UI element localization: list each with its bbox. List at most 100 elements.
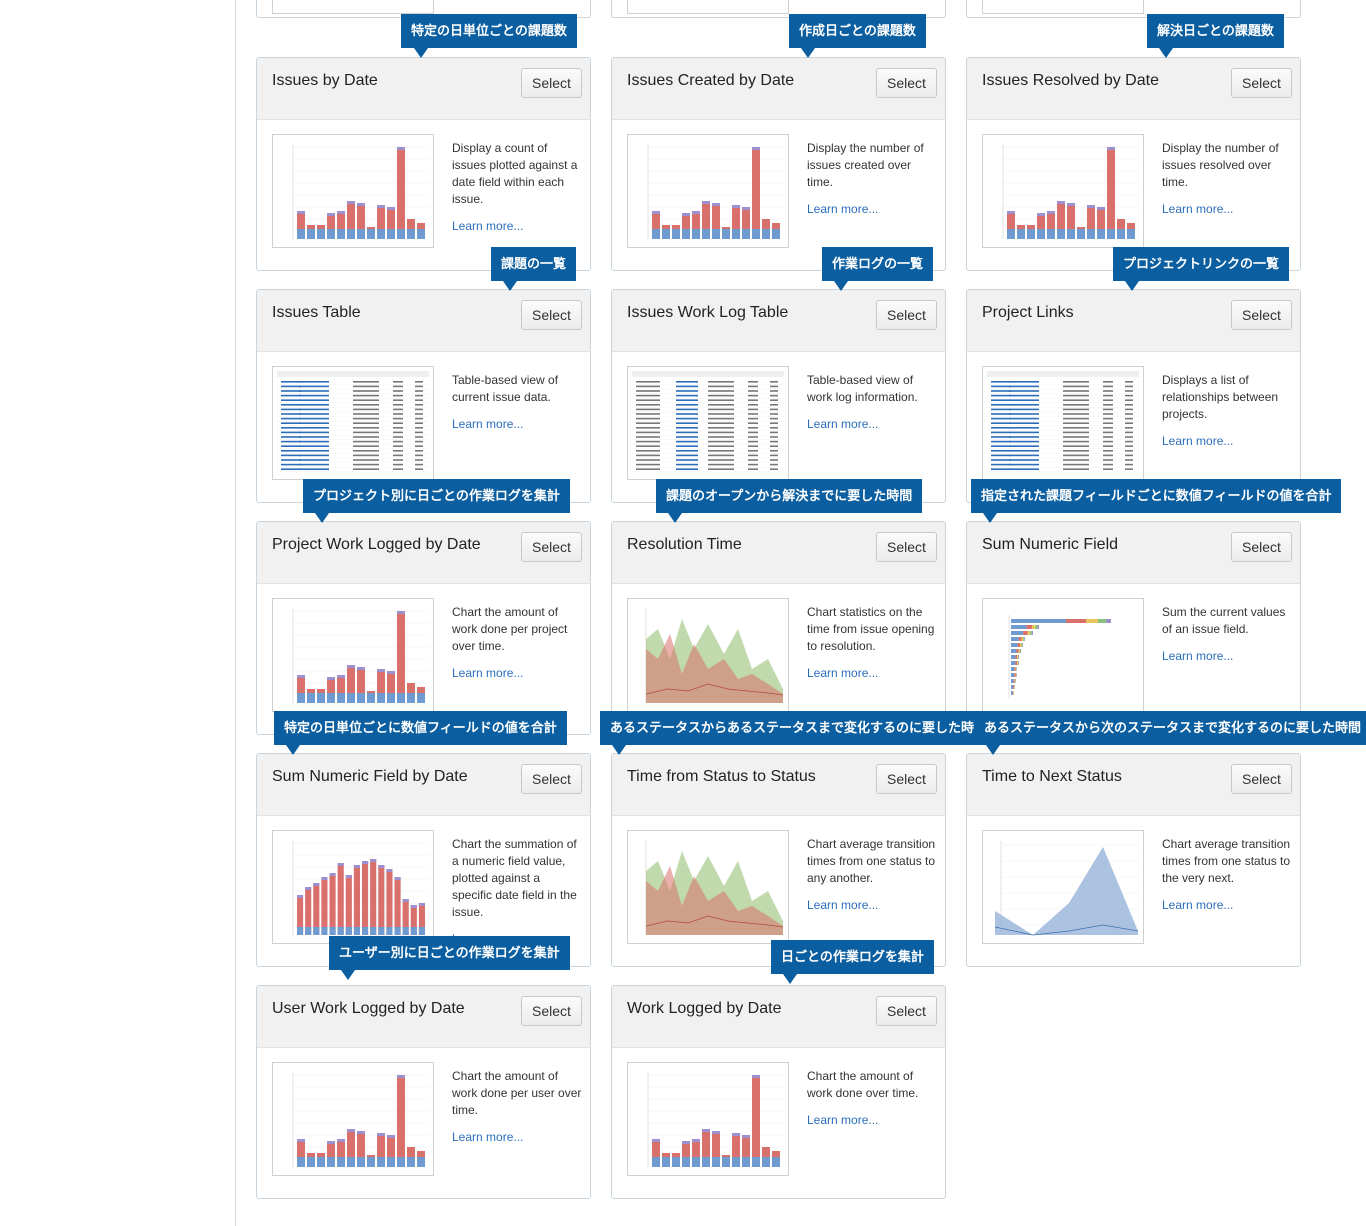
- select-button[interactable]: Select: [876, 764, 937, 794]
- gadget-preview-image: [272, 830, 434, 944]
- card-header: Time to Next Status Select: [967, 754, 1300, 816]
- learn-more-link[interactable]: Learn more...: [452, 1130, 524, 1144]
- card-description: Chart the amount of work done per user o…: [452, 1069, 582, 1117]
- gadget-preview-image: [272, 134, 434, 248]
- japanese-callout: あるステータスからあるステータスまで変化するのに要した時間: [600, 711, 998, 745]
- select-button[interactable]: Select: [876, 300, 937, 330]
- learn-more-link[interactable]: Learn more...: [807, 898, 879, 912]
- select-button[interactable]: Select: [876, 68, 937, 98]
- thumb-bar: [337, 211, 345, 239]
- learn-more-link[interactable]: Learn more...: [452, 219, 524, 233]
- thumbnail-chart: [1008, 615, 1111, 699]
- card-title: Issues Table: [272, 304, 361, 321]
- thumb-bar: [347, 201, 355, 239]
- card-body: Table-based view of work log information…: [612, 352, 945, 502]
- japanese-callout: あるステータスから次のステータスまで変化するのに要した時間: [974, 711, 1366, 745]
- select-button[interactable]: Select: [876, 996, 937, 1026]
- japanese-callout: 課題の一覧: [491, 247, 577, 281]
- thumbnail-chart: [647, 145, 783, 239]
- learn-more-link[interactable]: Learn more...: [1162, 202, 1234, 216]
- card-description-block: Chart average transition times from one …: [1162, 836, 1292, 914]
- card-header: Issues Resolved by Date Select: [967, 58, 1300, 120]
- japanese-callout: 解決日ごとの課題数: [1147, 14, 1284, 48]
- gadget-card: Sum Numeric Field by Date Select Chart the…: [256, 753, 591, 967]
- left-divider: [235, 0, 236, 1226]
- select-button[interactable]: Select: [1231, 68, 1292, 98]
- callout-pointer: [1159, 48, 1173, 58]
- thumbnail-chart: [292, 609, 428, 703]
- thumb-bar: [1087, 205, 1095, 239]
- card-title: Resolution Time: [627, 536, 742, 553]
- learn-more-link[interactable]: Learn more...: [1162, 434, 1234, 448]
- gadget-preview-image: [982, 134, 1144, 248]
- card-title: Project Links: [982, 304, 1074, 321]
- card-title: Work Logged by Date: [627, 1000, 782, 1017]
- card-description: Displays a list of relationships between…: [1162, 373, 1279, 421]
- select-button[interactable]: Select: [876, 532, 937, 562]
- thumb-bar: [337, 675, 345, 703]
- card-header: Issues Table Select: [257, 290, 590, 352]
- card-header: Project Work Logged by Date Select: [257, 522, 590, 584]
- thumbnail-chart: [645, 609, 784, 703]
- gadget-card: Issues Table Select Table-based view of cu…: [256, 289, 591, 503]
- card-header: Time from Status to Status Select: [612, 754, 945, 816]
- select-button[interactable]: Select: [1231, 300, 1292, 330]
- card-body: Chart the amount of work done per user o…: [257, 1048, 590, 1198]
- thumbnail-chart: [994, 841, 1139, 936]
- card-description-block: Table-based view of work log information…: [807, 372, 937, 433]
- thumb-bar: [327, 677, 335, 703]
- thumb-bar: [377, 205, 385, 239]
- thumbnail-chart: [647, 1073, 783, 1167]
- select-button[interactable]: Select: [521, 996, 582, 1026]
- select-button[interactable]: Select: [1231, 532, 1292, 562]
- learn-more-link[interactable]: Learn more...: [807, 1113, 879, 1127]
- card-description: Sum the current values of an issue field…: [1162, 605, 1286, 636]
- gadget-card: Project Links Select Displays a list of re…: [966, 289, 1301, 503]
- card-title: Sum Numeric Field: [982, 536, 1119, 553]
- thumb-bar: [387, 1135, 395, 1167]
- card-description: Chart average transition times from one …: [1162, 837, 1291, 885]
- thumb-bar: [297, 211, 305, 239]
- select-button[interactable]: Select: [521, 764, 582, 794]
- card-description-block: Sum the current values of an issue field…: [1162, 604, 1292, 665]
- card-header: Sum Numeric Field by Date Select: [257, 754, 590, 816]
- japanese-callout: 課題のオープンから解決までに要した時間: [656, 479, 923, 513]
- gadget-preview-image: [982, 366, 1144, 480]
- thumbnail-chart: [292, 145, 428, 239]
- card-description-block: Chart statistics on the time from issue …: [807, 604, 937, 682]
- thumb-bar: [387, 671, 395, 703]
- select-button[interactable]: Select: [521, 68, 582, 98]
- gadget-card: Time from Status to Status Select Chart av…: [611, 753, 946, 967]
- thumb-bar: [362, 861, 369, 935]
- learn-more-link[interactable]: Learn more...: [807, 417, 879, 431]
- callout-pointer: [668, 513, 682, 523]
- card-description: Chart the summation of a numeric field v…: [452, 837, 577, 919]
- card-body: Chart the amount of work done per projec…: [257, 584, 590, 734]
- card-title: Project Work Logged by Date: [272, 536, 481, 553]
- thumb-bar: [1067, 203, 1075, 239]
- thumb-bar: [357, 1131, 365, 1167]
- gadget-preview-image: [627, 830, 789, 944]
- card-body: Sum the current values of an issue field…: [967, 584, 1300, 734]
- callout-pointer: [1125, 281, 1139, 291]
- callout-pointer: [414, 48, 428, 58]
- gadget-card: Resolution Time Select Chart statistics on…: [611, 521, 946, 735]
- thumbnail-chart: [987, 371, 1139, 473]
- thumb-bar: [313, 883, 320, 935]
- thumbnail-chart: [292, 1073, 428, 1167]
- learn-more-link[interactable]: Learn more...: [807, 666, 879, 680]
- select-button[interactable]: Select: [521, 300, 582, 330]
- thumb-bar: [387, 207, 395, 239]
- japanese-callout: プロジェクトリンクの一覧: [1113, 247, 1290, 281]
- learn-more-link[interactable]: Learn more...: [1162, 649, 1234, 663]
- learn-more-link[interactable]: Learn more...: [807, 202, 879, 216]
- select-button[interactable]: Select: [521, 532, 582, 562]
- thumb-bar: [1107, 147, 1115, 239]
- select-button[interactable]: Select: [1231, 764, 1292, 794]
- learn-more-link[interactable]: Learn more...: [452, 666, 524, 680]
- thumb-bar: [752, 147, 760, 239]
- thumb-bar: [702, 1129, 710, 1167]
- learn-more-link[interactable]: Learn more...: [452, 417, 524, 431]
- learn-more-link[interactable]: Learn more...: [1162, 898, 1234, 912]
- thumb-bar: [353, 865, 360, 935]
